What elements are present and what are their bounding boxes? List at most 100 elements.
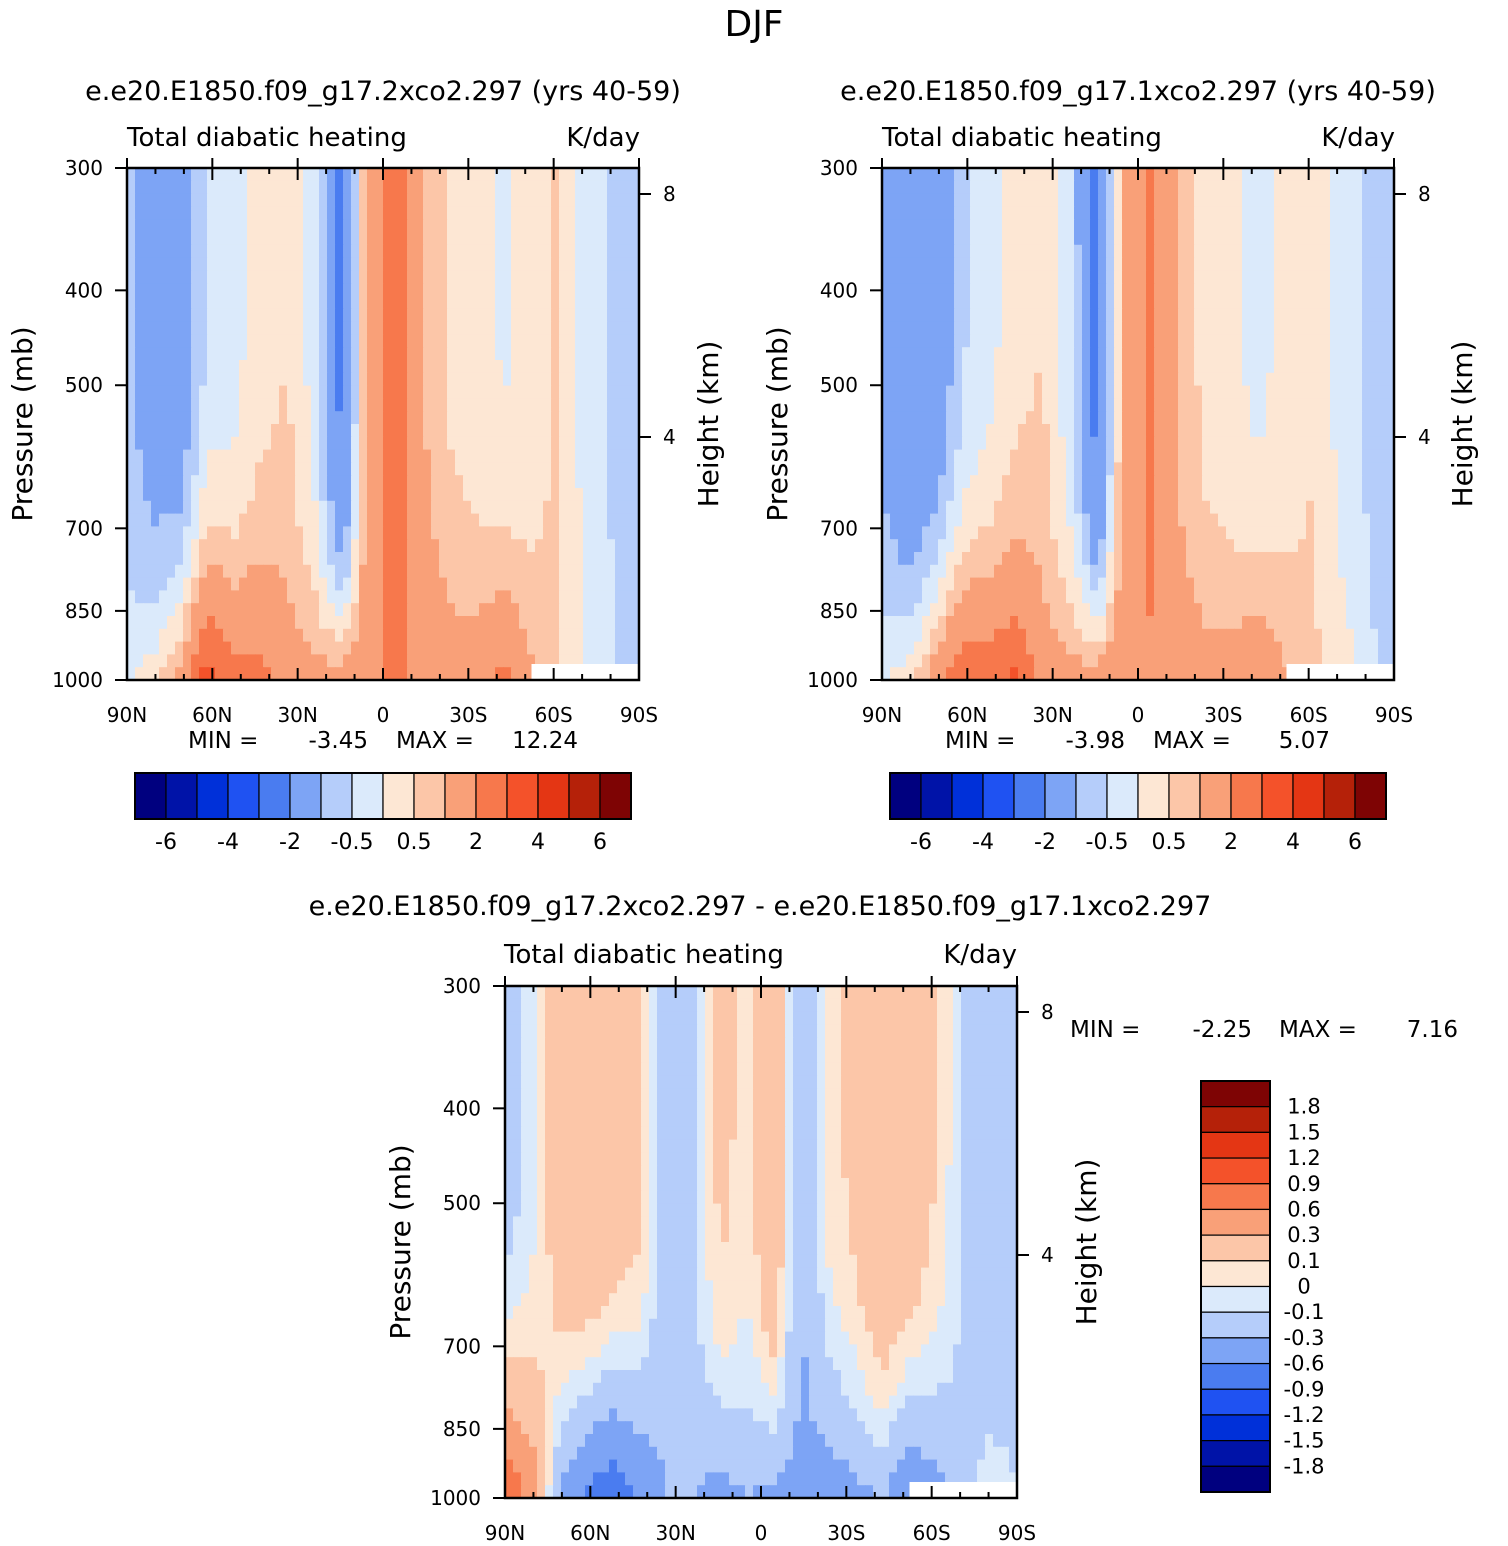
field-cell <box>447 641 456 655</box>
field-cell <box>351 475 360 489</box>
field-cell <box>906 321 915 335</box>
field-cell <box>898 488 907 502</box>
field-cell <box>1066 449 1075 463</box>
field-cell <box>898 360 907 374</box>
field-cell <box>954 270 963 284</box>
field-cell <box>1122 168 1131 182</box>
field-cell <box>994 564 1003 579</box>
field-cell <box>1346 577 1355 591</box>
field-cell <box>1122 552 1131 566</box>
field-cell <box>239 449 248 463</box>
field-cell <box>1018 475 1027 489</box>
field-cell <box>1018 411 1027 425</box>
field-cell <box>487 577 496 591</box>
field-cell <box>623 526 632 540</box>
field-cell <box>303 564 312 579</box>
field-cell <box>946 564 955 579</box>
field-cell <box>1154 436 1163 451</box>
field-cell <box>223 500 232 515</box>
field-cell <box>391 526 400 540</box>
field-cell <box>487 462 496 476</box>
field-cell <box>327 180 336 195</box>
field-cell <box>1090 449 1099 463</box>
field-cell <box>978 449 987 463</box>
field-cell <box>1138 180 1147 195</box>
field-cell <box>231 334 240 348</box>
field-cell <box>215 475 224 489</box>
field-cell <box>1162 321 1171 335</box>
field-cell <box>519 564 528 579</box>
field-cell <box>1082 616 1091 630</box>
field-cell <box>1194 500 1203 515</box>
field-cell <box>295 334 304 348</box>
field-cell <box>151 244 160 259</box>
field-cell <box>271 296 280 310</box>
field-cell <box>271 270 280 284</box>
field-cell <box>527 667 536 681</box>
field-cell <box>1250 257 1259 271</box>
field-cell <box>287 270 296 284</box>
field-cell <box>1298 590 1307 604</box>
field-cell <box>351 641 360 655</box>
field-cell <box>207 296 216 310</box>
field-cell <box>1234 513 1243 527</box>
field-cell <box>1314 360 1323 374</box>
field-cell <box>279 424 288 438</box>
field-cell <box>127 539 136 553</box>
field-cell <box>938 411 947 425</box>
field-cell <box>1306 398 1315 412</box>
field-cell <box>1314 232 1323 246</box>
field-cell <box>255 539 264 553</box>
field-cell <box>1306 385 1315 399</box>
field-cell <box>1202 270 1211 284</box>
field-cell <box>631 564 640 579</box>
field-cell <box>511 321 520 335</box>
field-cell <box>423 321 432 335</box>
field-cell <box>1074 360 1083 374</box>
field-cell <box>890 539 899 553</box>
field-cell <box>375 590 384 604</box>
field-cell <box>471 475 480 489</box>
field-cell <box>1250 526 1259 540</box>
field-cell <box>1338 411 1347 425</box>
field-cell <box>271 360 280 374</box>
field-cell <box>511 244 520 259</box>
field-cell <box>1170 219 1179 233</box>
field-cell <box>375 321 384 335</box>
field-cell <box>319 616 328 630</box>
field-cell <box>287 577 296 591</box>
field-cell <box>1314 347 1323 361</box>
field-cell <box>247 526 256 540</box>
field-cell <box>890 436 899 451</box>
field-cell <box>447 667 456 681</box>
field-cell <box>1186 244 1195 259</box>
colorbar-label: 6 <box>593 830 607 855</box>
field-cell <box>615 321 624 335</box>
field-cell <box>183 244 192 259</box>
field-cell <box>1018 398 1027 412</box>
field-cell <box>439 539 448 553</box>
field-cell <box>559 411 568 425</box>
field-cell <box>1066 590 1075 604</box>
field-cell <box>1322 488 1331 502</box>
field-cell <box>407 436 416 451</box>
field-cell <box>135 500 144 515</box>
field-cell <box>311 513 320 527</box>
field-cell <box>914 500 923 515</box>
field-cell <box>423 424 432 438</box>
field-cell <box>1066 232 1075 246</box>
field-cell <box>559 654 568 668</box>
field-cell <box>215 308 224 323</box>
field-cell <box>1210 244 1219 259</box>
field-cell <box>247 360 256 374</box>
field-cell <box>415 628 424 643</box>
field-cell <box>1314 244 1323 259</box>
field-cell <box>471 411 480 425</box>
field-cell <box>1082 411 1091 425</box>
field-cell <box>447 488 456 502</box>
field-cell <box>1314 552 1323 566</box>
field-cell <box>1122 372 1131 387</box>
field-cell <box>1194 552 1203 566</box>
field-cell <box>1090 206 1099 220</box>
field-cell <box>1346 436 1355 451</box>
